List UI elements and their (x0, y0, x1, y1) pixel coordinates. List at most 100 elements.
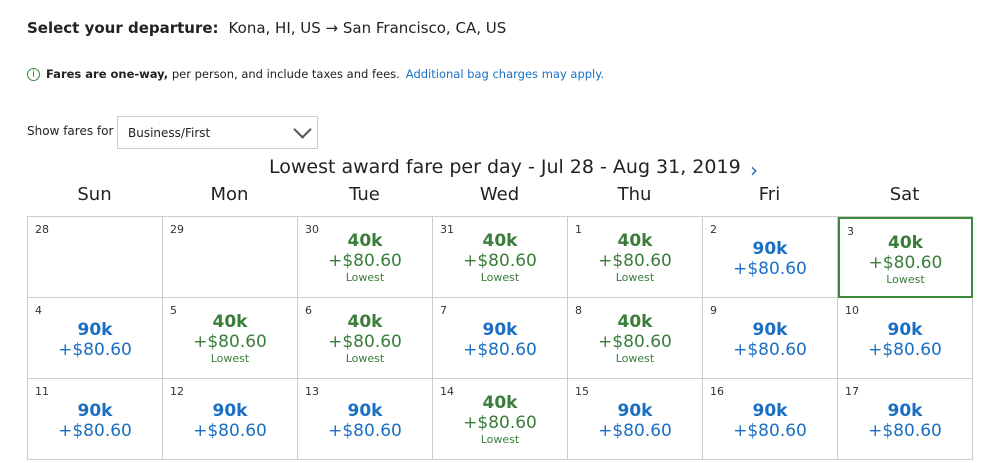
fare-taxes: +$80.60 (733, 259, 807, 279)
day-cell[interactable]: 15 90k +$80.60 (568, 379, 703, 460)
day-cell[interactable]: 10 90k +$80.60 (838, 298, 973, 379)
notice-text: per person, and include taxes and fees. (168, 67, 400, 81)
fare: 40k +$80.60 Lowest (298, 312, 432, 365)
day-number: 29 (170, 223, 184, 236)
day-cell: 28 (28, 217, 163, 298)
lowest-badge: Lowest (480, 433, 520, 446)
fare-miles: 90k (752, 239, 788, 259)
day-number: 15 (575, 385, 589, 398)
day-number: 31 (440, 223, 454, 236)
fare: 90k +$80.60 (28, 401, 162, 441)
day-number: 28 (35, 223, 49, 236)
fare-taxes: +$80.60 (463, 251, 537, 271)
day-cell[interactable]: 8 40k +$80.60 Lowest (568, 298, 703, 379)
day-number: 4 (35, 304, 42, 317)
fare: 40k +$80.60 Lowest (163, 312, 297, 365)
fare-miles: 40k (888, 233, 923, 253)
day-cell[interactable]: 3 40k +$80.60 Lowest (838, 217, 973, 298)
fare-calendar: 28 29 30 40k +$80.60 Lowest 31 40k +$80.60 Lowest… (27, 216, 973, 460)
day-cell[interactable]: 31 40k +$80.60 Lowest (433, 217, 568, 298)
fare-miles: 90k (752, 401, 788, 421)
fare: 40k +$80.60 Lowest (568, 312, 702, 365)
fare-miles: 90k (77, 320, 113, 340)
fare-taxes: +$80.60 (463, 340, 537, 360)
lowest-badge: Lowest (480, 271, 520, 284)
cabin-select[interactable]: Business/First (117, 116, 318, 149)
day-cell[interactable]: 13 90k +$80.60 (298, 379, 433, 460)
fare-taxes: +$80.60 (868, 340, 942, 360)
day-cell[interactable]: 6 40k +$80.60 Lowest (298, 298, 433, 379)
day-cell[interactable]: 4 90k +$80.60 (28, 298, 163, 379)
fare-taxes: +$80.60 (193, 332, 267, 352)
weekday-wed: Wed (479, 184, 520, 205)
weekday-thu: Thu (617, 184, 652, 205)
fare: 90k +$80.60 (163, 401, 297, 441)
fare-miles: 40k (212, 312, 248, 332)
fare: 40k +$80.60 Lowest (840, 233, 971, 286)
fare-taxes: +$80.60 (193, 421, 267, 441)
notice-bold: Fares are one-way, (46, 67, 169, 81)
day-number: 7 (440, 304, 447, 317)
day-cell[interactable]: 16 90k +$80.60 (703, 379, 838, 460)
day-number: 6 (305, 304, 312, 317)
lowest-badge: Lowest (345, 352, 385, 365)
fare-miles: 90k (347, 401, 383, 421)
fare-miles: 40k (347, 231, 383, 251)
day-cell[interactable]: 5 40k +$80.60 Lowest (163, 298, 298, 379)
day-cell[interactable]: 1 40k +$80.60 Lowest (568, 217, 703, 298)
calendar-title: Lowest award fare per day - Jul 28 - Aug… (269, 156, 741, 178)
fare-miles: 40k (617, 312, 653, 332)
show-fares-label: Show fares for (27, 124, 114, 138)
day-number: 8 (575, 304, 582, 317)
departure-header: Select your departure: Kona, HI, US → San… (27, 19, 506, 37)
fare-taxes: +$80.60 (598, 332, 672, 352)
bag-charges-link[interactable]: Additional bag charges may apply. (405, 67, 605, 81)
route: Kona, HI, US → San Francisco, CA, US (228, 19, 507, 37)
fare-taxes: +$80.60 (58, 421, 132, 441)
day-cell[interactable]: 12 90k +$80.60 (163, 379, 298, 460)
fare-miles: 90k (482, 320, 518, 340)
fare-taxes: +$80.60 (328, 332, 402, 352)
fare-taxes: +$80.60 (598, 251, 672, 271)
day-number: 16 (710, 385, 724, 398)
fare: 40k +$80.60 Lowest (433, 393, 567, 446)
day-number: 2 (710, 223, 717, 236)
day-cell[interactable]: 7 90k +$80.60 (433, 298, 568, 379)
day-number: 9 (710, 304, 717, 317)
day-cell[interactable]: 11 90k +$80.60 (28, 379, 163, 460)
fare: 90k +$80.60 (703, 239, 837, 279)
weekday-header: Sun Mon Tue Wed Thu Fri Sat (27, 184, 972, 205)
fare-miles: 40k (482, 231, 518, 251)
chevron-right-icon[interactable]: › (750, 158, 758, 182)
fare: 90k +$80.60 (838, 320, 972, 360)
lowest-badge: Lowest (615, 271, 655, 284)
fare: 40k +$80.60 Lowest (298, 231, 432, 284)
fare: 40k +$80.60 Lowest (568, 231, 702, 284)
day-cell[interactable]: 2 90k +$80.60 (703, 217, 838, 298)
fare: 90k +$80.60 (703, 320, 837, 360)
weekday-fri: Fri (758, 184, 781, 205)
fare-taxes: +$80.60 (598, 421, 672, 441)
day-cell[interactable]: 17 90k +$80.60 (838, 379, 973, 460)
fare-miles: 90k (617, 401, 653, 421)
weekday-sun: Sun (77, 184, 112, 205)
day-cell: 29 (163, 217, 298, 298)
fare: 90k +$80.60 (433, 320, 567, 360)
fare-miles: 90k (212, 401, 248, 421)
day-cell[interactable]: 9 90k +$80.60 (703, 298, 838, 379)
fare-miles: 90k (887, 401, 923, 421)
day-number: 10 (845, 304, 859, 317)
fare-taxes: +$80.60 (733, 421, 807, 441)
fare: 90k +$80.60 (838, 401, 972, 441)
lowest-badge: Lowest (210, 352, 250, 365)
day-number: 12 (170, 385, 184, 398)
cabin-select-value: Business/First (128, 126, 211, 140)
header-label: Select your departure: (27, 19, 219, 37)
fare-taxes: +$80.60 (868, 421, 942, 441)
fare-taxes: +$80.60 (733, 340, 807, 360)
day-cell[interactable]: 14 40k +$80.60 Lowest (433, 379, 568, 460)
fare-taxes: +$80.60 (328, 251, 402, 271)
fare: 40k +$80.60 Lowest (433, 231, 567, 284)
fare-taxes: +$80.60 (868, 253, 943, 273)
day-cell[interactable]: 30 40k +$80.60 Lowest (298, 217, 433, 298)
